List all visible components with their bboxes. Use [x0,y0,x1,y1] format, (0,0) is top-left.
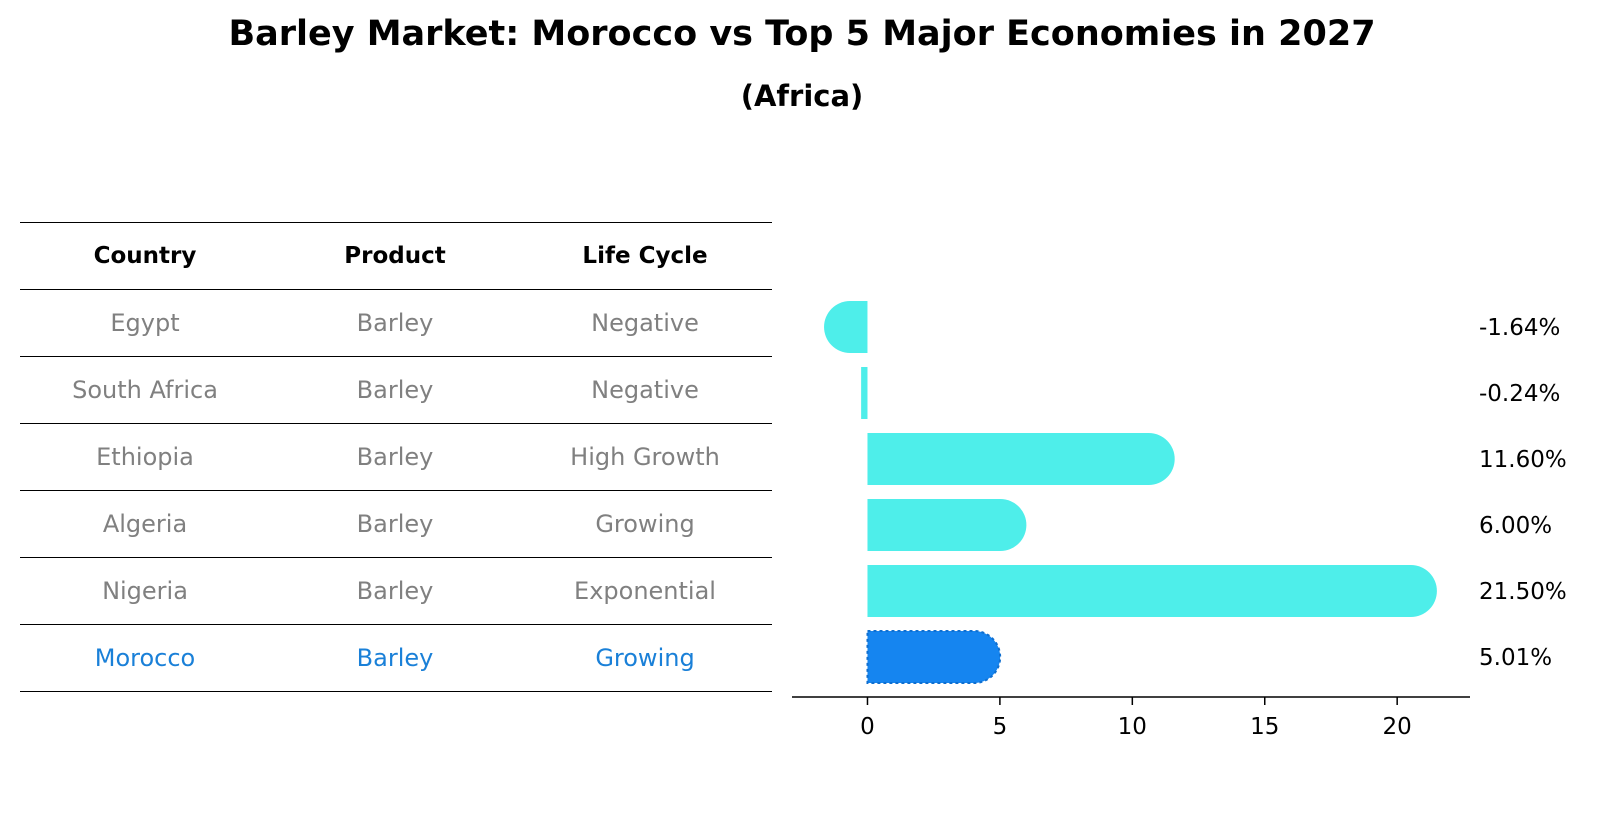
x-tick-label: 10 [1118,714,1147,740]
country-cell: South Africa [72,376,218,404]
life-cycle-cell: Growing [595,510,695,538]
product-cell: Barley [356,376,434,404]
product-cell: Barley [356,577,434,605]
life-cycle-cell: Negative [591,309,699,337]
bar [861,367,868,419]
bar-value-label: -0.24% [1479,381,1560,407]
product-cell: Barley [356,309,434,337]
bar-value-label: 5.01% [1479,645,1552,671]
table-row-highlight: Morocco Barley Growing [20,624,772,692]
bar [867,499,1027,551]
chart-title: Barley Market: Morocco vs Top 5 Major Ec… [228,14,1376,54]
bar [824,301,868,353]
country-cell: Ethiopia [96,443,194,471]
life-cycle-cell: Negative [591,376,699,404]
table-row: Egypt Barley Negative [20,289,772,356]
bar-value-label: 21.50% [1479,579,1567,605]
life-cycle-cell: Exponential [574,577,716,605]
x-tick-label: 15 [1250,714,1279,740]
x-tick-label: 0 [860,714,875,740]
life-cycle-cell: High Growth [570,443,720,471]
header-life-cycle: Life Cycle [582,243,708,269]
header-country: Country [93,243,197,269]
chart-subtitle: (Africa) [740,79,864,113]
life-cycle-cell: Growing [595,644,695,672]
product-cell: Barley [356,510,434,538]
country-cell: Morocco [94,644,196,672]
product-cell: Barley [356,443,434,471]
x-tick-label: 20 [1383,714,1412,740]
table-row: South Africa Barley Negative [20,356,772,423]
lifecycle-table: Country Product Life Cycle Egypt Barley … [20,222,772,692]
bar-value-label: 6.00% [1479,513,1552,539]
bar-value-label: 11.60% [1479,447,1567,473]
country-cell: Nigeria [102,577,188,605]
bar [867,433,1175,485]
x-tick-label: 5 [993,714,1008,740]
table-row: Ethiopia Barley High Growth [20,423,772,490]
header-product: Product [344,243,446,269]
table-row: Algeria Barley Growing [20,490,772,557]
table-row: Nigeria Barley Exponential [20,557,772,624]
country-cell: Egypt [110,309,180,337]
product-cell: Barley [356,644,434,672]
bar-value-label: -1.64% [1479,315,1560,341]
bar-highlight [866,630,1002,684]
bar [867,565,1437,617]
table-header-row: Country Product Life Cycle [20,222,772,289]
country-cell: Algeria [102,510,188,538]
